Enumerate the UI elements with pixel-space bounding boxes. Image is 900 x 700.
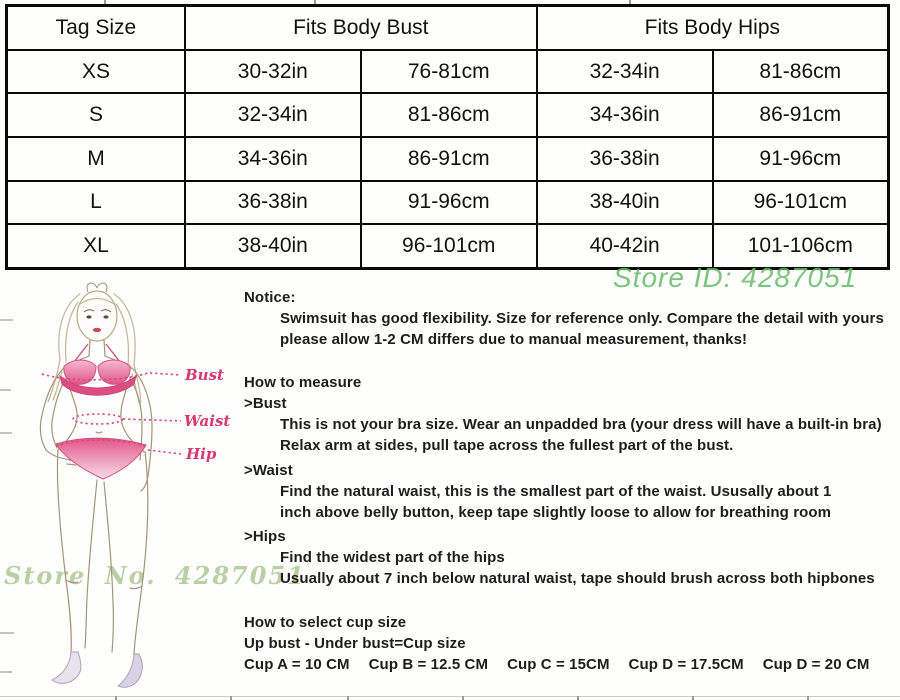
crop-artifact-tick bbox=[314, 0, 316, 4]
crop-artifact-tick bbox=[115, 696, 117, 700]
cell-hips-cm: 91-96cm bbox=[711, 135, 890, 182]
cell-hips-in: 36-38in bbox=[535, 135, 714, 182]
header-tag-size: Tag Size bbox=[5, 4, 186, 51]
measure-heading: How to measure bbox=[244, 374, 362, 391]
cell-size: XL bbox=[5, 223, 186, 270]
cup-d-value: Cup D = 17.5CM bbox=[628, 656, 744, 673]
hip-leader-line bbox=[147, 449, 182, 455]
cell-hips-in: 40-42in bbox=[535, 223, 714, 270]
bust-dotted-line bbox=[41, 371, 151, 381]
measure-hips-line: Usually about 7 inch below natural waist… bbox=[280, 570, 875, 587]
measurement-figure-illustration: Bust Waist Hip bbox=[39, 282, 230, 688]
crop-artifact-mark bbox=[0, 671, 12, 673]
waist-dotted-ellipse bbox=[72, 413, 124, 425]
cup-b-value: Cup B = 12.5 CM bbox=[368, 656, 489, 673]
cell-hips-in: 32-34in bbox=[535, 48, 714, 95]
crop-artifact-mark bbox=[0, 432, 12, 434]
bikini-top-sketch bbox=[59, 343, 137, 396]
waist-label: Waist bbox=[184, 412, 230, 430]
crop-artifact-tick bbox=[462, 696, 464, 700]
bikini-bottom-sketch bbox=[55, 437, 147, 480]
crop-artifact-mark bbox=[0, 632, 14, 634]
crop-artifact-tick bbox=[104, 0, 106, 4]
crop-artifact-bottom-line bbox=[0, 696, 900, 697]
table-header-row: Tag Size Fits Body Bust Fits Body Hips bbox=[5, 4, 890, 51]
measure-hips-line: Find the widest part of the hips bbox=[280, 549, 505, 566]
right-shoe-sketch bbox=[117, 653, 143, 688]
measure-waist-line: inch above belly button, keep tape sligh… bbox=[280, 504, 832, 521]
size-table: Tag Size Fits Body Bust Fits Body Hips X… bbox=[5, 4, 890, 270]
measure-hips-label: >Hips bbox=[244, 528, 286, 545]
measure-bust-label: >Bust bbox=[244, 395, 287, 412]
cell-hips-cm: 101-106cm bbox=[711, 223, 890, 270]
cup-c-value: Cup C = 15CM bbox=[507, 656, 610, 673]
store-id-watermark: Store ID: 4287051 bbox=[613, 262, 858, 293]
table-row-xl: XL 38-40in 96-101cm 40-42in 101-106cm bbox=[5, 223, 890, 270]
cell-size: S bbox=[5, 92, 186, 138]
hair-sketch bbox=[47, 293, 142, 407]
cup-size-formula: Up bust - Under bust=Cup size bbox=[244, 635, 466, 652]
legs-sketch bbox=[56, 449, 149, 655]
hip-label: Hip bbox=[185, 445, 217, 463]
measure-waist-line: Find the natural waist, this is the smal… bbox=[280, 483, 832, 500]
face-sketch bbox=[83, 309, 112, 333]
instructions-panel: Notice: Swimsuit has good flexibility. S… bbox=[244, 287, 898, 675]
cell-bust-in: 30-32in bbox=[183, 48, 362, 95]
notice-line: please allow 1-2 CM differs due to manua… bbox=[280, 331, 748, 348]
table-row-xs: XS 30-32in 76-81cm 32-34in 81-86cm bbox=[5, 48, 890, 95]
cell-bust-cm: 86-91cm bbox=[359, 135, 538, 182]
measure-waist-label: >Waist bbox=[244, 462, 293, 479]
crop-artifact-tick bbox=[347, 696, 349, 700]
crop-artifact-tick bbox=[807, 696, 809, 700]
bust-leader-line bbox=[149, 372, 182, 376]
table-row-l: L 36-38in 91-96cm 38-40in 96-101cm bbox=[5, 179, 890, 226]
crop-artifact-tick bbox=[629, 0, 631, 4]
header-hips: Fits Body Hips bbox=[535, 4, 890, 51]
cell-bust-in: 32-34in bbox=[183, 92, 362, 138]
notice-line: Swimsuit has good flexibility. Size for … bbox=[280, 310, 884, 327]
cell-hips-in: 38-40in bbox=[535, 179, 714, 226]
cell-size: XS bbox=[5, 48, 186, 95]
cup-size-heading: How to select cup size bbox=[244, 614, 407, 631]
cell-hips-in: 34-36in bbox=[535, 92, 714, 138]
head-sketch bbox=[76, 290, 118, 342]
notice-heading: Notice: bbox=[244, 289, 296, 306]
cup-size-values: Cup A = 10 CM Cup B = 12.5 CM Cup C = 15… bbox=[244, 654, 898, 675]
hairline-sketch bbox=[79, 297, 115, 305]
store-no-watermark: Store No. 4287051 bbox=[4, 561, 306, 590]
cell-hips-cm: 81-86cm bbox=[711, 48, 890, 95]
cell-bust-cm: 96-101cm bbox=[359, 223, 538, 270]
left-shoe-sketch bbox=[51, 651, 82, 684]
cell-hips-cm: 86-91cm bbox=[711, 92, 890, 138]
crop-artifact-tick bbox=[577, 696, 579, 700]
cup-dd-value: Cup D = 20 CM bbox=[762, 656, 870, 673]
cell-hips-cm: 96-101cm bbox=[711, 179, 890, 226]
cell-bust-cm: 91-96cm bbox=[359, 179, 538, 226]
table-row-m: M 34-36in 86-91cm 36-38in 91-96cm bbox=[5, 135, 890, 182]
cell-bust-in: 34-36in bbox=[183, 135, 362, 182]
cell-bust-in: 38-40in bbox=[183, 223, 362, 270]
cup-a-value: Cup A = 10 CM bbox=[244, 656, 350, 673]
hair-bow-sketch bbox=[86, 282, 108, 293]
cell-bust-in: 36-38in bbox=[183, 179, 362, 226]
crop-artifact-mark bbox=[0, 389, 11, 391]
header-bust: Fits Body Bust bbox=[183, 4, 538, 51]
cell-size: L bbox=[5, 179, 186, 226]
table-row-s: S 32-34in 81-86cm 34-36in 86-91cm bbox=[5, 92, 890, 138]
bust-label: Bust bbox=[184, 366, 224, 384]
measure-bust-line: Relax arm at sides, pull tape across the… bbox=[280, 437, 734, 454]
waist-leader-line bbox=[122, 418, 182, 422]
measure-bust-line: This is not your bra size. Wear an unpad… bbox=[280, 416, 882, 433]
crop-artifact-tick bbox=[230, 696, 232, 700]
crop-artifact-mark bbox=[0, 319, 13, 321]
cell-size: M bbox=[5, 135, 186, 182]
crop-artifact-tick bbox=[692, 696, 694, 700]
measurement-dotted-lines bbox=[41, 371, 182, 455]
cell-bust-cm: 76-81cm bbox=[359, 48, 538, 95]
cell-bust-cm: 81-86cm bbox=[359, 92, 538, 138]
